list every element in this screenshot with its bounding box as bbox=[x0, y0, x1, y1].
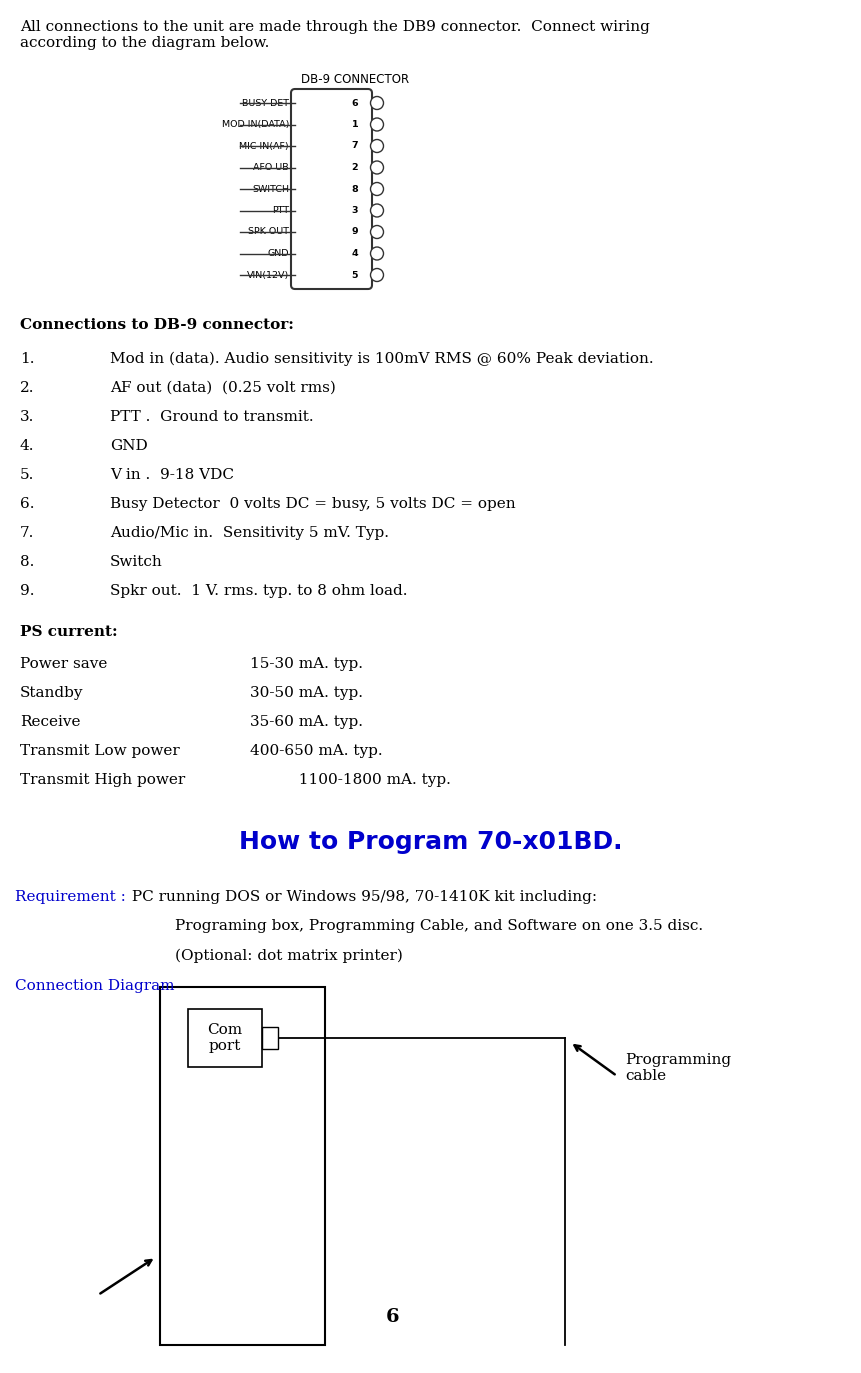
Circle shape bbox=[370, 96, 383, 110]
Text: 1.: 1. bbox=[20, 351, 34, 367]
Text: Receive: Receive bbox=[20, 715, 80, 729]
Text: Audio/Mic in.  Sensitivity 5 mV. Typ.: Audio/Mic in. Sensitivity 5 mV. Typ. bbox=[110, 526, 389, 540]
Circle shape bbox=[370, 269, 383, 281]
Text: PTT .  Ground to transmit.: PTT . Ground to transmit. bbox=[110, 411, 313, 424]
Text: 8.: 8. bbox=[20, 555, 34, 568]
Text: PTT: PTT bbox=[272, 206, 289, 216]
Text: Spkr out.  1 V. rms. typ. to 8 ohm load.: Spkr out. 1 V. rms. typ. to 8 ohm load. bbox=[110, 584, 407, 599]
Text: PC running DOS or Windows 95/98, 70-1410K kit including:: PC running DOS or Windows 95/98, 70-1410… bbox=[127, 890, 598, 903]
Circle shape bbox=[370, 140, 383, 152]
Circle shape bbox=[370, 183, 383, 195]
Bar bbox=[188, 1009, 262, 1067]
Text: 6: 6 bbox=[351, 99, 358, 107]
Text: GND: GND bbox=[268, 249, 289, 258]
Text: 3: 3 bbox=[352, 206, 358, 216]
Text: AFO UB: AFO UB bbox=[253, 163, 289, 172]
Text: SWITCH: SWITCH bbox=[252, 184, 289, 194]
Text: 7: 7 bbox=[351, 141, 358, 151]
Text: 8: 8 bbox=[351, 184, 358, 194]
Text: 5.: 5. bbox=[20, 468, 34, 482]
Circle shape bbox=[370, 247, 383, 259]
Text: How to Program 70-x01BD.: How to Program 70-x01BD. bbox=[238, 831, 623, 854]
Text: 9: 9 bbox=[351, 228, 358, 236]
Text: SPK OUT: SPK OUT bbox=[248, 228, 289, 236]
Text: Busy Detector  0 volts DC = busy, 5 volts DC = open: Busy Detector 0 volts DC = busy, 5 volts… bbox=[110, 497, 516, 511]
Text: 6: 6 bbox=[386, 1308, 400, 1326]
Text: 1: 1 bbox=[351, 119, 358, 129]
Text: Switch: Switch bbox=[110, 555, 163, 568]
Circle shape bbox=[370, 161, 383, 174]
Text: 5: 5 bbox=[352, 270, 358, 280]
Text: Connection Diagram: Connection Diagram bbox=[15, 979, 175, 993]
Text: (Optional: dot matrix printer): (Optional: dot matrix printer) bbox=[175, 949, 403, 964]
Text: 400-650 mA. typ.: 400-650 mA. typ. bbox=[250, 744, 382, 758]
FancyBboxPatch shape bbox=[291, 89, 372, 288]
Bar bbox=[262, 1027, 278, 1049]
Text: Standby: Standby bbox=[20, 686, 84, 700]
Text: PS current:: PS current: bbox=[20, 625, 118, 638]
Text: 1100-1800 mA. typ.: 1100-1800 mA. typ. bbox=[250, 773, 451, 787]
Text: Requirement :: Requirement : bbox=[15, 890, 131, 903]
Text: 9.: 9. bbox=[20, 584, 34, 599]
Text: VIN(12V): VIN(12V) bbox=[247, 270, 289, 280]
Text: 7.: 7. bbox=[20, 526, 34, 540]
Text: All connections to the unit are made through the DB9 connector.  Connect wiring
: All connections to the unit are made thr… bbox=[20, 21, 650, 51]
Text: MOD IN(DATA): MOD IN(DATA) bbox=[221, 119, 289, 129]
Text: Programing box, Programming Cable, and Software on one 3.5 disc.: Programing box, Programming Cable, and S… bbox=[175, 920, 703, 934]
Text: GND: GND bbox=[110, 439, 148, 453]
Text: 15-30 mA. typ.: 15-30 mA. typ. bbox=[250, 658, 363, 671]
Text: Com
port: Com port bbox=[208, 1023, 243, 1053]
Text: Connections to DB-9 connector:: Connections to DB-9 connector: bbox=[20, 319, 294, 332]
Text: 2: 2 bbox=[351, 163, 358, 172]
Text: 4: 4 bbox=[351, 249, 358, 258]
Text: Programming
cable: Programming cable bbox=[625, 1053, 731, 1083]
Text: Mod in (data). Audio sensitivity is 100mV RMS @ 60% Peak deviation.: Mod in (data). Audio sensitivity is 100m… bbox=[110, 351, 653, 367]
Circle shape bbox=[370, 205, 383, 217]
Text: DB-9 CONNECTOR: DB-9 CONNECTOR bbox=[301, 73, 409, 86]
Text: V in .  9-18 VDC: V in . 9-18 VDC bbox=[110, 468, 234, 482]
Text: Power save: Power save bbox=[20, 658, 108, 671]
Text: 6.: 6. bbox=[20, 497, 34, 511]
Text: 4.: 4. bbox=[20, 439, 34, 453]
Text: 35-60 mA. typ.: 35-60 mA. typ. bbox=[250, 715, 363, 729]
Text: MIC IN(AF): MIC IN(AF) bbox=[239, 141, 289, 151]
Text: Transmit High power: Transmit High power bbox=[20, 773, 185, 787]
Circle shape bbox=[370, 225, 383, 239]
Bar bbox=[160, 987, 325, 1346]
Text: 2.: 2. bbox=[20, 380, 34, 395]
Circle shape bbox=[370, 118, 383, 130]
Text: 3.: 3. bbox=[20, 411, 34, 424]
Text: AF out (data)  (0.25 volt rms): AF out (data) (0.25 volt rms) bbox=[110, 380, 336, 395]
Text: BUSY DET: BUSY DET bbox=[242, 99, 289, 107]
Text: Transmit Low power: Transmit Low power bbox=[20, 744, 180, 758]
Text: 30-50 mA. typ.: 30-50 mA. typ. bbox=[250, 686, 363, 700]
